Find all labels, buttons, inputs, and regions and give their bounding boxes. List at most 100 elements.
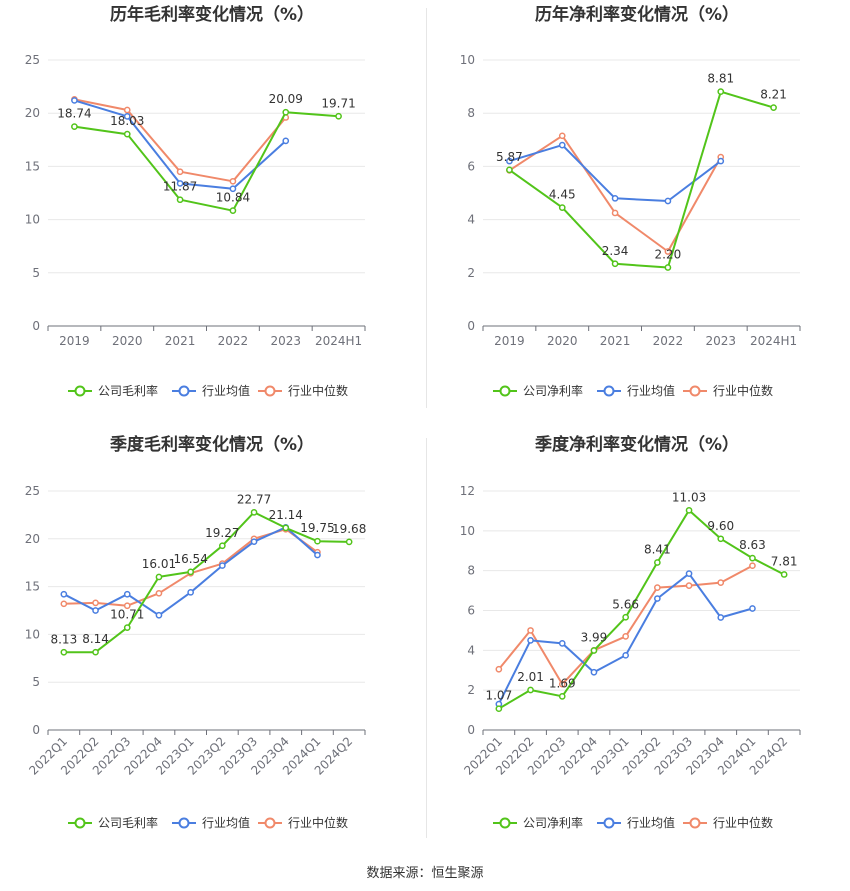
data-point-avg (717, 157, 725, 165)
series-line-company (508, 90, 774, 269)
y-tick-label: 25 (25, 484, 40, 498)
data-point-median (123, 106, 131, 114)
legend-label: 行业中位数 (713, 815, 773, 830)
data-point-avg (685, 570, 693, 578)
legend-marker-median (264, 385, 276, 397)
chart-svg: 历年毛利率变化情况（%） 0 5 10 15 20 25 2019 2020 2021 2022 20… (25, 4, 366, 398)
data-label: 8.41 (644, 543, 671, 557)
series-line-company (74, 111, 339, 212)
legend-label: 行业中位数 (288, 815, 348, 830)
legend-marker-company (74, 385, 86, 397)
x-tick-label: 2021 (165, 334, 196, 348)
data-point-avg (60, 590, 68, 598)
y-tick-label: 8 (467, 564, 475, 578)
y-tick-label: 4 (467, 643, 475, 657)
data-label: 3.99 (581, 631, 608, 645)
data-point-avg (717, 614, 725, 621)
data-point-company (622, 613, 629, 621)
data-label: 11.03 (672, 490, 706, 504)
data-label: 20.09 (269, 92, 303, 106)
data-label: 19.71 (321, 96, 355, 110)
y-tick-label: 2 (467, 683, 475, 697)
data-point-company (717, 535, 725, 543)
x-tick-label: 2022 (218, 334, 249, 348)
data-label: 5.66 (612, 597, 639, 611)
data-point-avg (558, 640, 566, 647)
data-label: 18.74 (57, 107, 91, 121)
data-label: 2.01 (517, 670, 544, 684)
data-point-company (229, 207, 237, 215)
legend-marker-avg (178, 817, 190, 829)
data-label: 2.34 (602, 244, 629, 258)
data-point-median (558, 132, 566, 140)
data-point-median (155, 589, 163, 597)
data-point-company (506, 166, 513, 174)
data-point-median (527, 627, 534, 634)
data-point-company (749, 554, 756, 562)
chart-title: 历年净利率变化情况（%） (535, 4, 739, 25)
x-tick-label: 2024H1 (315, 334, 362, 348)
x-tick-label: 2023 (270, 334, 301, 348)
data-label: 11.87 (163, 180, 197, 194)
data-point-company (282, 108, 290, 116)
data-label: 2.20 (655, 247, 682, 261)
data-point-avg (187, 588, 194, 596)
data-point-company (654, 559, 661, 566)
data-point-company (345, 538, 353, 546)
y-tick-label: 2 (467, 266, 475, 280)
chart-annual-net-margin: 历年净利率变化情况（%） 0 2 4 6 8 10 2019 2020 2021 2022 2023 2… (425, 0, 850, 430)
data-point-company (335, 112, 342, 120)
data-point-avg (250, 538, 258, 546)
y-tick-label: 15 (25, 580, 40, 594)
legend-label: 公司毛利率 (98, 815, 158, 830)
x-tick-label: 2020 (112, 334, 143, 348)
data-point-company (282, 524, 290, 532)
y-tick-label: 10 (460, 53, 475, 67)
data-point-avg (155, 611, 163, 619)
data-point-company (71, 123, 78, 130)
data-label: 19.27 (205, 526, 239, 540)
x-tick-label: 2023 (705, 334, 736, 348)
data-point-median (558, 680, 566, 688)
data-point-median (685, 582, 693, 589)
data-point-median (611, 209, 619, 217)
data-point-company (770, 104, 777, 111)
legend-marker-avg (603, 385, 615, 397)
divider-bottom (426, 438, 427, 838)
data-label: 1.07 (485, 689, 512, 703)
data-point-avg (506, 157, 513, 165)
data-point-median (229, 177, 237, 185)
y-tick-label: 20 (25, 106, 40, 120)
chart-svg: 季度净利率变化情况（%）0246810122022Q12022Q22022Q32… (460, 434, 801, 830)
legend-label: 行业均值 (627, 383, 675, 398)
data-point-company (495, 705, 503, 713)
legend-label: 公司净利率 (523, 383, 583, 398)
legend-label: 行业中位数 (713, 383, 773, 398)
data-point-company (155, 573, 163, 581)
data-point-company (314, 537, 321, 545)
data-point-company (717, 88, 725, 96)
data-point-avg (558, 141, 566, 149)
data-label: 16.54 (173, 552, 207, 566)
chart-svg: 季度毛利率变化情况（%）05101520252022Q12022Q22022Q3… (25, 434, 367, 830)
data-point-avg (282, 137, 290, 145)
y-tick-label: 10 (25, 627, 40, 641)
data-point-company (123, 624, 131, 631)
y-tick-label: 5 (32, 266, 40, 280)
y-tick-label: 0 (467, 723, 475, 737)
series-line-company (63, 511, 350, 654)
data-point-company (611, 260, 619, 268)
data-point-avg (219, 562, 226, 569)
data-point-company (92, 648, 99, 656)
data-label: 8.81 (707, 72, 734, 86)
y-tick-label: 0 (467, 319, 475, 333)
data-point-company (219, 542, 226, 550)
x-tick-label: 2019 (59, 334, 90, 348)
chart-title: 季度净利率变化情况（%） (535, 434, 739, 455)
data-point-median (123, 602, 131, 610)
chart-title: 季度毛利率变化情况（%） (110, 434, 314, 455)
data-point-company (250, 508, 258, 516)
data-label: 5.87 (496, 150, 523, 164)
data-label: 19.68 (332, 522, 366, 536)
data-point-median (717, 579, 725, 586)
